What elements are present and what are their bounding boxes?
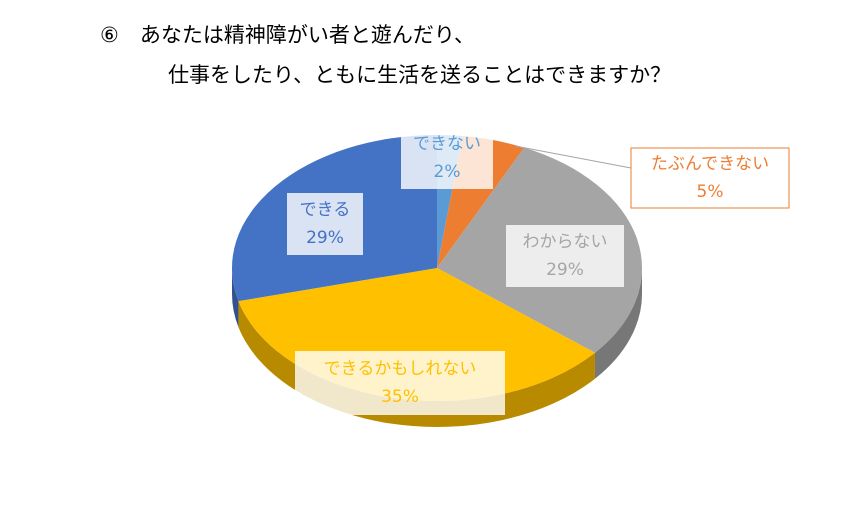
leader-line: [514, 145, 632, 169]
category-label: できない: [413, 134, 481, 154]
category-label: できる: [300, 200, 351, 220]
category-label: できるかもしれない: [324, 359, 477, 379]
value-label: 2%: [434, 162, 461, 182]
label-box: [287, 193, 363, 255]
category-label: たぶんできない: [651, 154, 769, 174]
value-label: 5%: [697, 182, 724, 202]
pie-side: [594, 268, 642, 379]
label-box: [506, 225, 624, 287]
pie-side: [232, 268, 239, 328]
value-label: 29%: [546, 260, 584, 280]
label-box: [630, 147, 790, 209]
label-box: [401, 127, 493, 189]
label-box: [295, 351, 505, 415]
category-label: わからない: [523, 232, 608, 252]
chart-title: 仕事をしたり、ともに生活を送ることはできますか？: [168, 63, 671, 87]
value-label: 29%: [306, 228, 344, 248]
value-label: 35%: [381, 387, 419, 407]
chart-title: ⑥ あなたは精神障がい者と遊んだり、: [100, 23, 475, 47]
